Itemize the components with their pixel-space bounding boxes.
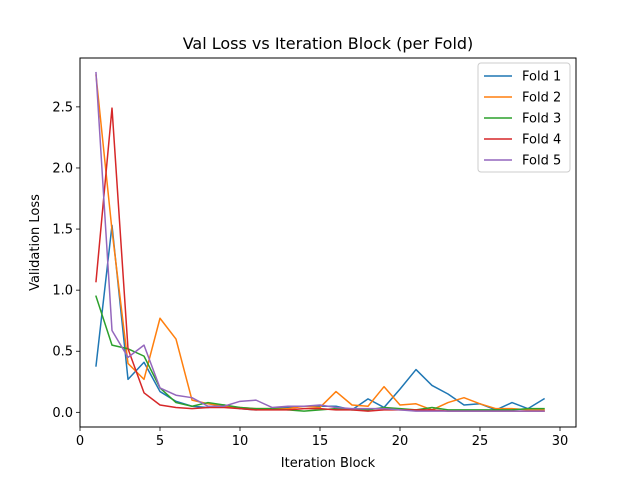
plot-layer — [95, 71, 546, 412]
y-tick-label: 0.5 — [52, 345, 73, 360]
y-tick-label: 2.5 — [52, 100, 73, 115]
x-tick-label: 0 — [76, 434, 84, 449]
chart-title: Val Loss vs Iteration Block (per Fold) — [183, 34, 474, 53]
y-tick-label: 2.0 — [52, 161, 73, 176]
x-tick-label: 30 — [552, 434, 569, 449]
legend-label-fold-4: Fold 4 — [522, 133, 561, 148]
x-tick-label: 5 — [156, 434, 164, 449]
plot-frame — [79, 57, 577, 428]
y-axis: 0.0 0.5 1.0 1.5 2.0 2.5 — [52, 100, 80, 421]
x-tick-label: 10 — [232, 434, 249, 449]
x-tick-label: 20 — [392, 434, 409, 449]
series-line-fold-3 — [95, 295, 545, 412]
x-axis: 0 5 10 15 20 25 30 — [76, 427, 568, 449]
legend-label-fold-5: Fold 5 — [522, 154, 561, 169]
y-axis-label: Validation Loss — [28, 194, 43, 291]
legend-label-fold-2: Fold 2 — [522, 91, 561, 106]
legend-label-fold-1: Fold 1 — [522, 70, 561, 85]
x-tick-label: 25 — [472, 434, 489, 449]
legend-box — [477, 62, 571, 173]
y-tick-label: 1.5 — [52, 223, 73, 238]
y-tick-label: 0.0 — [52, 406, 73, 421]
x-axis-label: Iteration Block — [281, 456, 376, 471]
y-tick-label: 1.0 — [52, 284, 73, 299]
legend-label-fold-3: Fold 3 — [522, 112, 561, 127]
legend: Fold 1 Fold 2 Fold 3 Fold 4 Fold 5 — [477, 62, 571, 173]
series-line-fold-2 — [95, 74, 545, 411]
x-tick-label: 15 — [312, 434, 329, 449]
series-line-fold-5 — [95, 71, 545, 412]
